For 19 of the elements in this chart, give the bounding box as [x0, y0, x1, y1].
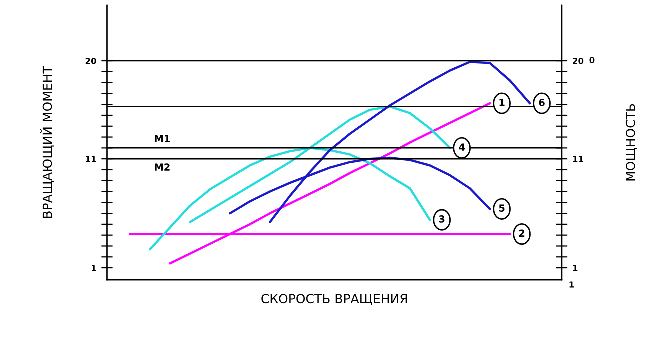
- series-label: 5: [499, 204, 505, 212]
- y2-axis-title: МОЩНОСТЬ: [626, 104, 638, 181]
- x-axis-title: СКОРОСТЬ ВРАЩЕНИЯ: [262, 294, 408, 306]
- series-label: 1: [500, 99, 505, 106]
- series-label: 3: [439, 216, 445, 223]
- ref-line-label: M1: [155, 135, 170, 142]
- y-tick-label: 1: [92, 265, 96, 272]
- y2-tick-label: 20: [573, 58, 584, 64]
- text: 0: [590, 57, 595, 64]
- series-label: 6: [539, 98, 545, 106]
- y2-tick-label: 11: [573, 156, 584, 162]
- y-tick-label: 20: [86, 58, 96, 64]
- y-axis-title: ВРАЩАЮЩИЙ МОМЕНТ: [40, 66, 54, 218]
- text: 1: [570, 282, 574, 288]
- y2-tick-label: 1: [573, 265, 578, 272]
- y-tick-label: 11: [86, 156, 96, 162]
- ref-line-label: M2: [155, 164, 170, 171]
- series-label: 4: [459, 144, 466, 151]
- series-label: 2: [519, 230, 525, 237]
